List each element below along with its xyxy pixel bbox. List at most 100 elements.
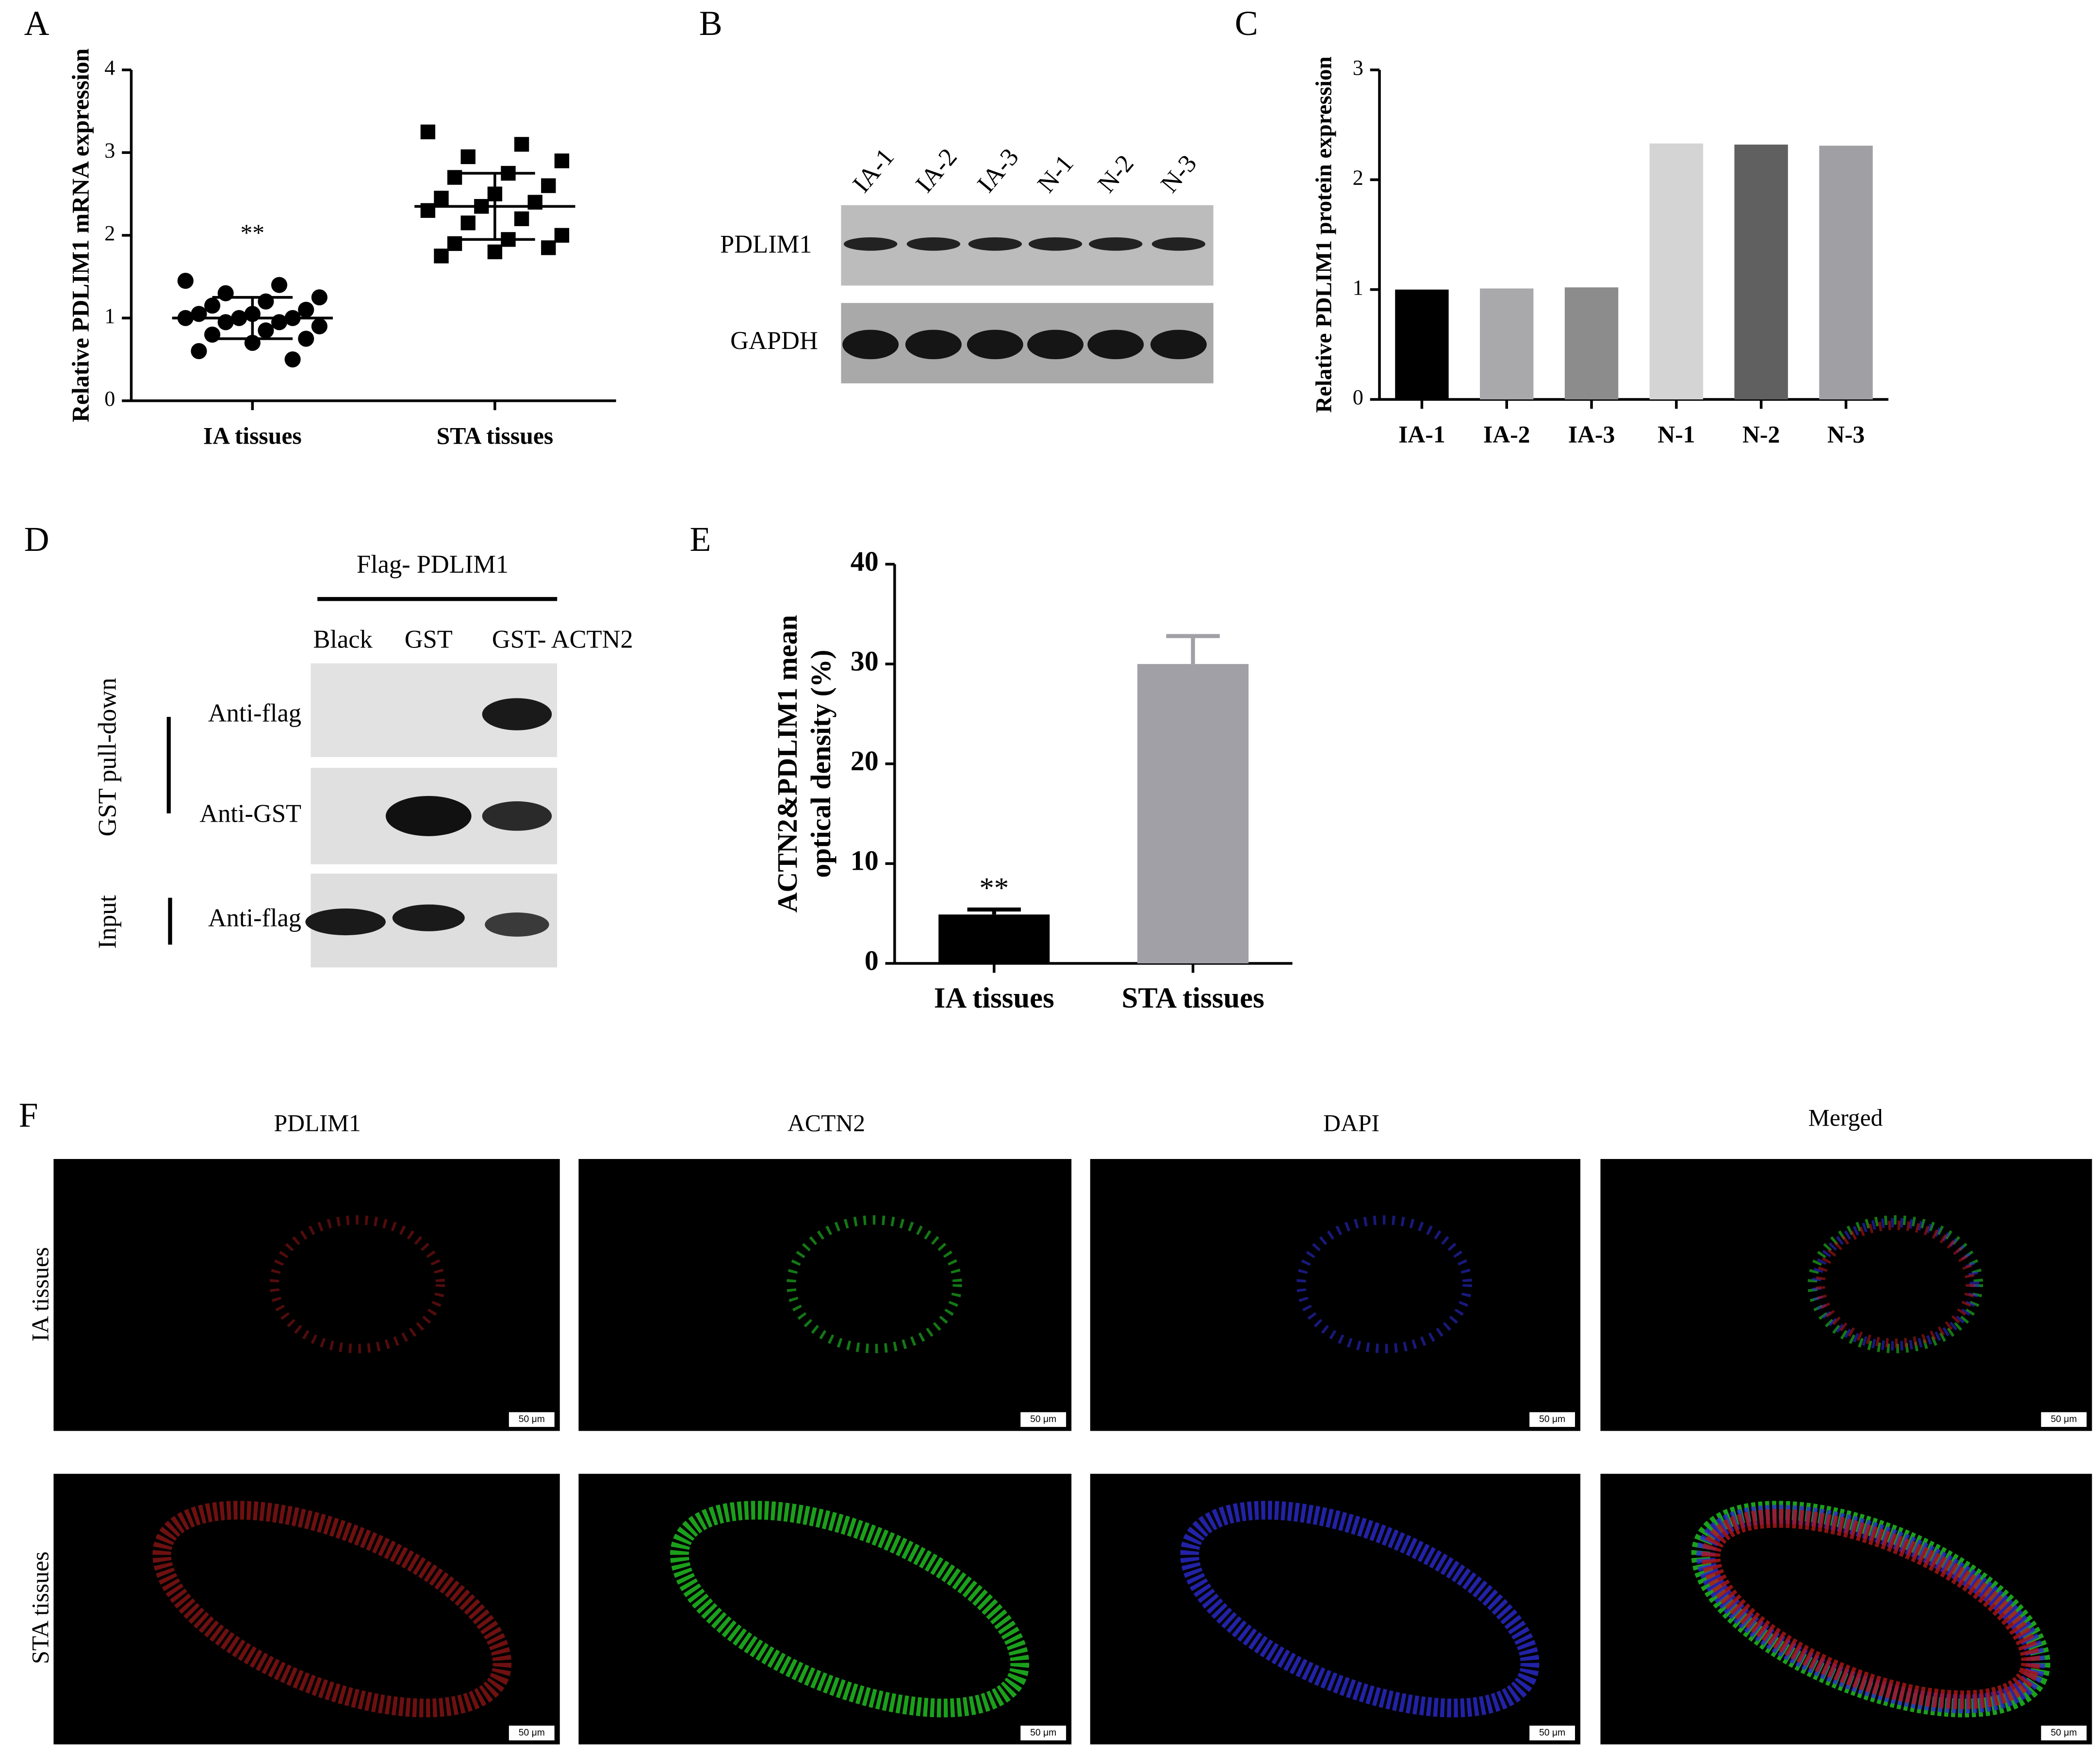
row-label: Anti-flag	[208, 904, 301, 932]
x-tick-label: IA-3	[1568, 421, 1615, 448]
micrograph	[578, 1159, 1072, 1431]
x-tick-label: N-1	[1657, 421, 1695, 448]
panel-label: A	[24, 4, 49, 43]
band	[905, 330, 962, 360]
y-tick-label: 30	[851, 645, 879, 677]
bar	[1395, 289, 1449, 399]
y-tick-label: 3	[104, 139, 115, 163]
scale-bar-box	[1020, 1725, 1066, 1740]
y-tick-label: 20	[851, 745, 879, 777]
tissue-ring	[670, 1501, 1030, 1718]
scale-bar-box	[2041, 1725, 2087, 1740]
y-tick-label: 0	[1353, 385, 1363, 409]
data-point	[217, 314, 234, 331]
column-label: Merged	[1808, 1104, 1883, 1131]
data-point	[271, 314, 288, 331]
scale-bar-label: 50 μm	[1539, 1414, 1565, 1424]
data-point	[284, 351, 301, 368]
tissue-ring	[1816, 1220, 1975, 1348]
x-tick-label: IA tissues	[203, 422, 302, 449]
group-label: Input	[93, 895, 121, 949]
band	[1151, 237, 1206, 251]
band	[967, 330, 1023, 360]
annotation: **	[979, 872, 1009, 904]
data-point	[420, 124, 436, 139]
lane-label: N-1	[1032, 149, 1079, 198]
y-tick-label: 1	[104, 304, 115, 328]
annotation: **	[240, 219, 264, 246]
data-point	[487, 244, 503, 260]
band-label: PDLIM1	[720, 230, 812, 258]
scale-bar-label: 50 μm	[519, 1728, 545, 1738]
band	[968, 237, 1022, 251]
scale-bar-label: 50 μm	[1030, 1414, 1056, 1424]
band	[482, 698, 552, 730]
band	[482, 801, 552, 831]
lane-label: IA-3	[972, 143, 1024, 198]
bar	[1649, 143, 1704, 399]
scale-bar-label: 50 μm	[1030, 1728, 1056, 1738]
data-point	[554, 228, 570, 243]
data-point	[258, 293, 274, 310]
band	[1027, 330, 1084, 360]
lane-label: N-3	[1155, 149, 1202, 198]
data-point	[177, 273, 194, 289]
y-axis-label: Relative PDLIM1 mRNA expression	[67, 49, 94, 422]
column-label: ACTN2	[788, 1109, 865, 1136]
micrograph	[1090, 1159, 1581, 1431]
micrograph	[1600, 1159, 2092, 1431]
group-label: GST pull-down	[93, 678, 121, 837]
row-label: STA tissues	[27, 1552, 54, 1664]
scale-bar-box	[2041, 1412, 2087, 1427]
construct-label: Flag- PDLIM1	[357, 550, 509, 579]
scale-bar-box	[509, 1412, 555, 1427]
scale-bar-box	[509, 1725, 555, 1740]
data-point	[258, 322, 274, 339]
tissue-ring	[787, 1215, 962, 1354]
y-axis-label: ACTN2&PDLIM1 mean	[771, 615, 803, 912]
scale-bar-box	[1529, 1725, 1575, 1740]
band	[305, 908, 386, 936]
lane-label: IA-1	[847, 143, 900, 198]
lane-label: N-2	[1092, 149, 1139, 198]
row-label: Anti-GST	[199, 799, 301, 827]
tissue-ring	[152, 1501, 512, 1718]
band	[1087, 330, 1144, 360]
lane-label: GST	[405, 626, 453, 654]
bar	[1137, 664, 1249, 964]
data-point	[204, 326, 221, 343]
scale-bar-label: 50 μm	[1539, 1728, 1565, 1738]
tissue-ring	[269, 1215, 445, 1354]
y-tick-label: 0	[865, 944, 879, 976]
band	[1089, 237, 1143, 251]
bar	[1564, 287, 1619, 399]
data-point	[191, 343, 207, 360]
scale-bar-label: 50 μm	[2051, 1414, 2077, 1424]
lane-label: GST- ACTN2	[492, 626, 633, 654]
y-tick-label: 40	[851, 546, 879, 577]
y-tick-label: 10	[851, 845, 879, 877]
y-tick-label: 3	[1353, 56, 1363, 80]
column-label: PDLIM1	[274, 1109, 361, 1136]
data-point	[298, 331, 314, 347]
data-point	[204, 298, 221, 314]
y-tick-label: 4	[104, 56, 115, 80]
x-tick-label: N-2	[1742, 421, 1780, 448]
scale-bar-box	[1020, 1412, 1066, 1427]
data-point	[434, 190, 449, 206]
scale-bar-label: 50 μm	[2051, 1728, 2077, 1738]
band	[485, 912, 549, 937]
data-point	[217, 285, 234, 301]
tissue-ring	[1296, 1215, 1472, 1354]
band	[1028, 237, 1083, 251]
data-point	[514, 137, 529, 152]
x-tick-label: STA tissues	[437, 422, 554, 449]
y-tick-label: 2	[1353, 165, 1363, 189]
data-point	[541, 178, 556, 193]
micrograph	[53, 1159, 560, 1431]
band-label: GAPDH	[730, 327, 818, 355]
tissue-ring	[1180, 1501, 1540, 1718]
row-label: IA tissues	[27, 1247, 54, 1342]
